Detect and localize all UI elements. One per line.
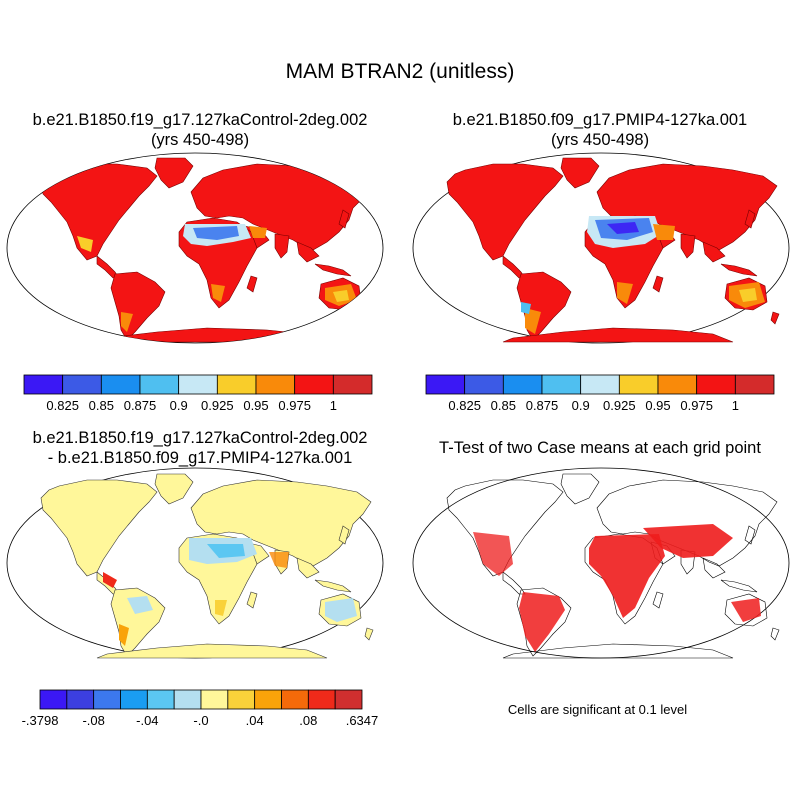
colorbar-difference-tick-label-4: .04 — [246, 713, 264, 728]
panel3-greenland — [157, 478, 189, 494]
panel2-sahara-min — [607, 222, 639, 234]
colorbar-panel2-tick-label-2: 0.875 — [526, 398, 559, 413]
panel2-sw-africa — [617, 282, 633, 304]
colorbar-panel1-swatch-6 — [255, 374, 296, 395]
colorbar-panel2-swatch-3 — [541, 374, 582, 395]
colorbar-panel2-swatch-1 — [464, 374, 504, 395]
colorbar-difference-swatch-9 — [281, 689, 309, 710]
panel2-map — [412, 152, 790, 344]
panel1-title: b.e21.B1850.f19_g17.127kaControl-2deg.00… — [32, 111, 368, 129]
colorbar-panel1-tick-label-1: 0.85 — [89, 398, 114, 413]
panel3-india — [269, 552, 289, 568]
colorbar-difference-swatch-10 — [307, 689, 336, 710]
colorbar-panel1-swatch-1 — [62, 374, 102, 395]
colorbar-panel1-swatch-3 — [139, 374, 180, 395]
colorbar-difference-swatch-4 — [146, 689, 175, 710]
panel2-australia-core — [739, 288, 757, 302]
colorbar-panel2-tick-label-4: 0.925 — [603, 398, 636, 413]
colorbar-panel1-swatch-2 — [100, 374, 141, 395]
panel1-sahara-core — [193, 226, 239, 240]
panel4-sig-africa — [589, 534, 665, 618]
colorbar-panel2-swatch-6 — [657, 374, 698, 395]
colorbar-panel2-swatch-4 — [580, 374, 620, 395]
colorbar-panel2-tick-label-0: 0.825 — [448, 398, 481, 413]
colorbar-panel2-tick-label-5: 0.95 — [645, 398, 670, 413]
panel3-title: b.e21.B1850.f19_g17.127kaControl-2deg.00… — [32, 429, 368, 447]
colorbar-panel2-tick-label-7: 1 — [732, 398, 739, 413]
colorbar-panel2-swatch-0 — [425, 374, 466, 395]
colorbar-panel2-swatch-7 — [696, 374, 736, 395]
colorbar-panel1-tick-label-5: 0.95 — [243, 398, 268, 413]
panel4-title: T-Test of two Case means at each grid po… — [439, 439, 761, 457]
panel3-sahara-core — [207, 544, 245, 558]
colorbar-panel2: 0.825 0.85 0.875 0.9 0.925 0.95 0.975 1 — [425, 374, 775, 413]
colorbar-panel1-swatch-7 — [294, 374, 334, 395]
colorbar-panel2-swatch-5 — [618, 374, 659, 395]
panel1-middle-east — [249, 226, 267, 238]
colorbar-difference-swatch-2 — [93, 689, 121, 710]
panel1-map — [6, 152, 384, 344]
panel3-central-america — [103, 572, 117, 588]
panel2-chile — [521, 302, 531, 314]
colorbar-panel2-tick-label-6: 0.975 — [680, 398, 713, 413]
colorbar-difference-tick-label-1: -.08 — [82, 713, 104, 728]
panel2-subtitle: (yrs 450-498) — [550, 131, 650, 149]
panel4-sig-south-america — [519, 592, 565, 652]
panel1-mexico — [77, 236, 93, 252]
colorbar-difference-swatch-5 — [173, 689, 202, 710]
colorbar-panel2-swatch-8 — [734, 374, 775, 395]
colorbar-difference-swatch-3 — [120, 689, 148, 710]
panel3-amazon — [127, 596, 153, 614]
panel3-map — [6, 467, 384, 659]
colorbar-panel1-tick-label-0: 0.825 — [46, 398, 79, 413]
panel1-australia-core — [333, 290, 349, 302]
panel4-sig-asia — [643, 524, 733, 558]
colorbar-difference-swatch-8 — [254, 689, 282, 710]
panel4-sig-north-america — [473, 532, 513, 576]
figure-title: MAM BTRAN2 (unitless) — [285, 60, 515, 83]
panel2-title: b.e21.B1850.f09_g17.PMIP4-127ka.001 — [452, 111, 748, 129]
colorbar-panel1-swatch-5 — [216, 374, 257, 395]
colorbar-panel2-tick-label-3: 0.9 — [572, 398, 590, 413]
colorbar-panel1-tick-label-3: 0.9 — [170, 398, 188, 413]
colorbar-panel1-swatch-8 — [332, 374, 373, 395]
panel3-patagonia — [119, 624, 129, 646]
colorbar-panel2-swatch-2 — [502, 374, 543, 395]
panel2-patagonia — [525, 308, 541, 334]
colorbar-panel1-swatch-0 — [23, 374, 64, 395]
colorbar-panel1-swatch-4 — [178, 374, 218, 395]
colorbar-difference-tick-label-2: -.04 — [136, 713, 158, 728]
panel3-subtitle: - b.e21.B1850.f09_g17.PMIP4-127ka.001 — [47, 449, 353, 467]
panel1-subtitle: (yrs 450-498) — [150, 131, 250, 149]
panel2-middle-east — [653, 224, 675, 240]
colorbar-panel1-tick-label-2: 0.875 — [124, 398, 157, 413]
panel4-map — [412, 467, 790, 659]
colorbar-panel1-tick-label-6: 0.975 — [278, 398, 311, 413]
panel1-sw-africa — [211, 284, 225, 302]
colorbar-panel1-tick-label-7: 1 — [330, 398, 337, 413]
colorbar-difference-tick-label-3: -.0 — [193, 713, 208, 728]
colorbar-difference-tick-label-0: -.3798 — [22, 713, 59, 728]
colorbar-difference-swatch-7 — [227, 689, 256, 710]
colorbar-panel2-tick-label-1: 0.85 — [491, 398, 516, 413]
colorbar-difference-tick-label-5: .08 — [299, 713, 317, 728]
panel4-sig-australia — [731, 598, 761, 622]
colorbar-panel1-tick-label-4: 0.925 — [201, 398, 234, 413]
colorbar-difference-tick-label-6: .6347 — [346, 713, 379, 728]
colorbar-difference-swatch-1 — [66, 689, 95, 710]
colorbar-difference-swatch-11 — [334, 689, 363, 710]
colorbar-panel1: 0.825 0.85 0.875 0.9 0.925 0.95 0.975 1 — [23, 374, 373, 413]
significance-note: Cells are significant at 0.1 level — [507, 702, 688, 717]
colorbar-difference: -.3798 -.08 -.04 -.0 .04 .08 .6347 — [22, 689, 379, 728]
panel3-australia — [325, 598, 357, 622]
panel3-sw-africa — [215, 600, 227, 616]
colorbar-difference-swatch-0 — [39, 689, 68, 710]
panel1-patagonia — [121, 312, 133, 332]
colorbar-difference-swatch-6 — [200, 689, 229, 710]
